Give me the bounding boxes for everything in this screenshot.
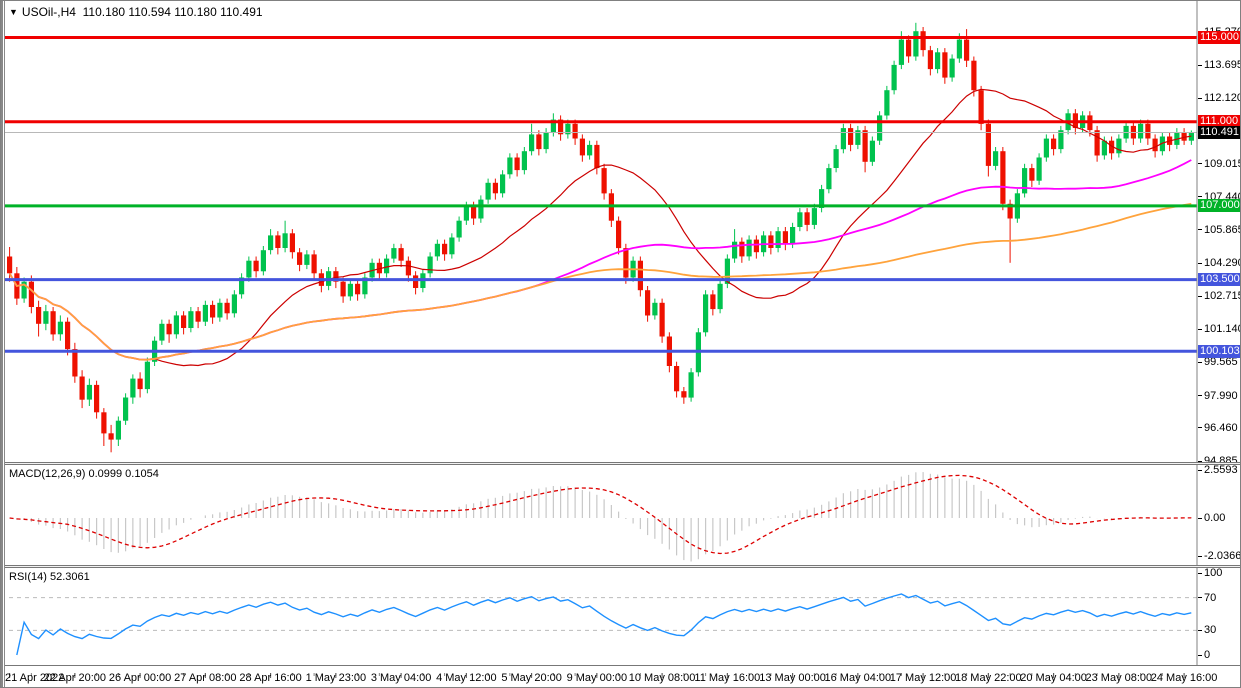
rsi-tick-label: 30 [1198, 624, 1216, 636]
price-level-badge: 100.103 [1198, 344, 1240, 358]
price-chart-panel[interactable]: 115.270113.695112.120109.015107.440105.8… [1, 1, 1240, 467]
time-tick-label: 5 May 20:00 [501, 672, 562, 684]
time-tick-label: 24 May 16:00 [1150, 672, 1218, 684]
moving-averages-group [8, 88, 1192, 367]
chart-title: ▼ USOil-,H4 110.180 110.594 110.180 110.4… [9, 5, 263, 19]
price-tick-label: 101.140 [1198, 323, 1240, 335]
rsi-indicator-value: 52.3061 [49, 571, 90, 583]
time-tick-label: 11 May 16:00 [694, 672, 761, 684]
time-tick-label: 3 May 04:00 [370, 672, 432, 684]
time-tick-label: 10 May 08:00 [628, 672, 696, 684]
macd-indicator-values: 0.0999 0.1054 [88, 468, 159, 480]
macd-tick-label: 0.00 [1198, 512, 1225, 524]
price-tick-label: 99.565 [1198, 356, 1238, 368]
price-tick-label: 96.460 [1198, 422, 1238, 434]
time-tick-label: 27 Apr 08:00 [174, 672, 237, 684]
ohlc-values: 110.180 110.594 110.180 110.491 [82, 5, 263, 19]
current-price-badge: 110.491 [1198, 125, 1240, 139]
time-tick-label: 28 Apr 16:00 [239, 672, 302, 684]
price-tick-label: 112.120 [1198, 92, 1240, 104]
macd-tick-label: 2.5593 [1198, 464, 1238, 476]
price-tick-label: 104.290 [1198, 257, 1240, 269]
rsi-axis: 100 70 30 0 [1198, 567, 1240, 665]
candlestick-chart[interactable] [1, 1, 1198, 462]
macd-indicator-name: MACD(12,26,9) [9, 468, 86, 480]
rsi-tick-label: 100 [1198, 567, 1222, 579]
rsi-tick-label: 70 [1198, 592, 1216, 604]
panel-separator[interactable] [1, 462, 1240, 465]
price-axis: 115.270113.695112.120109.015107.440105.8… [1198, 1, 1240, 467]
macd-panel[interactable]: 2.5593 0.00 -2.0366 [1, 464, 1240, 566]
time-tick-label: 20 May 04:00 [1020, 672, 1087, 684]
macd-histogram-group [16, 472, 1192, 562]
rsi-panel[interactable]: 100 70 30 0 [1, 567, 1240, 665]
price-tick-label: 102.715 [1198, 290, 1240, 302]
horizontal-levels-group[interactable] [1, 36, 1197, 353]
time-tick-label: 1 May 23:00 [305, 672, 367, 684]
price-level-badge: 111.000 [1198, 115, 1240, 129]
fast-ma-line [9, 88, 1192, 367]
rsi-title: RSI(14) 52.3061 [9, 571, 90, 583]
macd-title: MACD(12,26,9) 0.0999 0.1054 [9, 468, 159, 480]
macd-axis: 2.5593 0.00 -2.0366 [1198, 464, 1240, 566]
time-tick-label: 13 May 00:00 [759, 672, 826, 684]
price-tick-label: 113.695 [1198, 59, 1240, 71]
price-tick-label: 109.015 [1198, 158, 1240, 170]
medium-ma-line [8, 159, 1192, 361]
macd-tick-label: -2.0366 [1198, 550, 1240, 562]
time-tick-label: 26 Apr 00:00 [108, 672, 172, 684]
panel-separator[interactable] [1, 565, 1240, 568]
symbol-timeframe-label: USOil-,H4 [21, 5, 76, 19]
time-tick-label: 16 May 04:00 [824, 672, 892, 684]
macd-signal-line [9, 474, 1192, 555]
rsi-chart[interactable] [1, 568, 1198, 665]
slow-ma-line [8, 202, 1192, 361]
candles-group [7, 22, 1194, 453]
time-axis: 21 Apr 2022 22 Apr 20:00 26 Apr 00:00 27 Ap… [1, 665, 1240, 687]
time-tick-label: 22 Apr 20:00 [43, 672, 107, 684]
price-tick-label: 105.865 [1198, 224, 1240, 236]
price-level-badge: 107.000 [1198, 199, 1240, 213]
time-tick-label: 23 May 08:00 [1085, 672, 1153, 684]
time-tick-label: 21 Apr 2022 [5, 672, 65, 684]
rsi-tick-label: 0 [1198, 649, 1210, 661]
time-tick-label: 4 May 12:00 [436, 672, 497, 684]
rsi-line [16, 593, 1192, 656]
price-level-badge: 115.000 [1198, 31, 1240, 45]
price-tick-label: 97.990 [1198, 390, 1238, 402]
price-level-badge: 103.500 [1198, 273, 1240, 287]
time-tick-label: 9 May 00:00 [566, 672, 628, 684]
time-ticks [9, 673, 1185, 678]
window-left-border [1, 1, 5, 687]
symbol-dropdown-icon[interactable]: ▼ [9, 7, 18, 17]
time-tick-label: 18 May 22:00 [955, 672, 1022, 684]
macd-chart[interactable] [1, 465, 1198, 566]
time-tick-label: 17 May 12:00 [889, 672, 957, 684]
rsi-indicator-name: RSI(14) [9, 571, 47, 583]
